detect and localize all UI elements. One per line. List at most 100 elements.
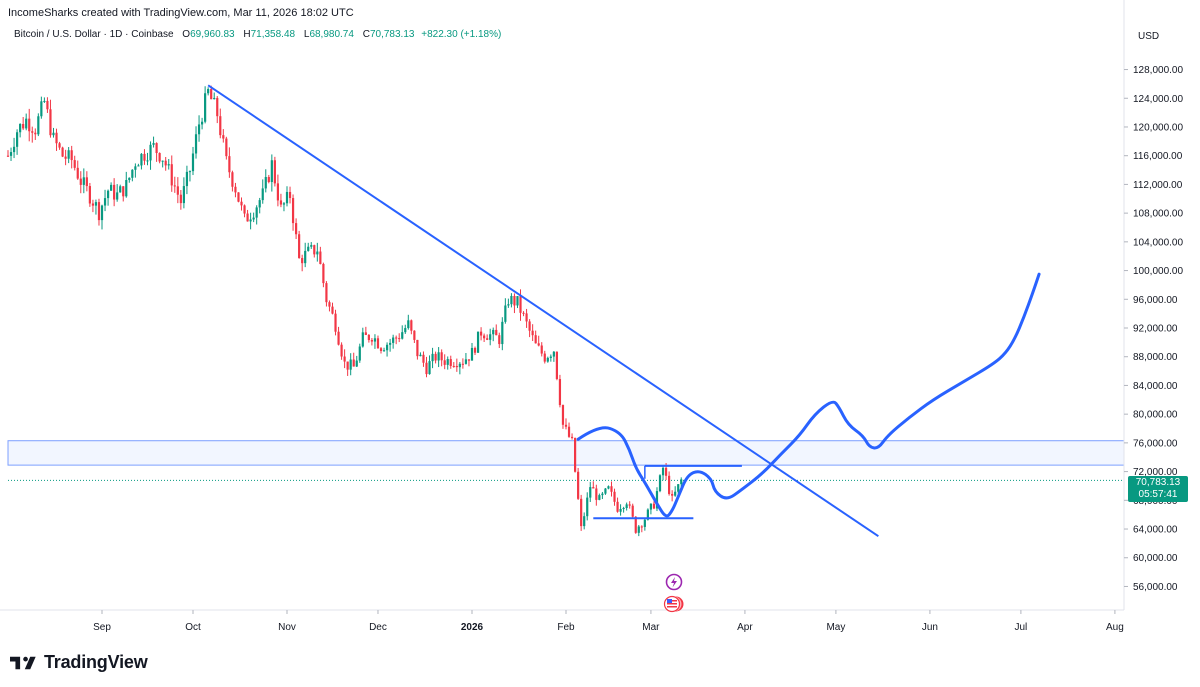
time-tick-label: Oct: [185, 622, 201, 633]
candle: [146, 152, 149, 166]
candle-body: [128, 177, 131, 181]
candle: [458, 361, 461, 375]
candle-body: [282, 203, 286, 205]
candle-body: [76, 167, 79, 179]
candle: [510, 293, 513, 308]
candle-body: [116, 192, 119, 200]
candle: [658, 474, 662, 493]
us-flag-icon[interactable]: [663, 595, 684, 613]
candle: [298, 230, 301, 259]
candle: [461, 358, 464, 369]
currency-label[interactable]: USD: [1138, 31, 1160, 42]
last-price-value: 70,783.13: [1135, 477, 1181, 488]
candle: [243, 204, 246, 218]
candle-body: [589, 487, 592, 498]
candle-body: [279, 200, 283, 205]
symbol-name[interactable]: Bitcoin / U.S. Dollar · 1D · Coinbase: [14, 29, 174, 40]
candle-body: [152, 143, 155, 145]
candle: [613, 488, 616, 506]
candle-body: [213, 97, 216, 100]
candle: [122, 186, 125, 202]
candle-body: [643, 519, 646, 527]
candle: [567, 422, 571, 438]
candle: [470, 342, 474, 361]
candle: [37, 113, 40, 137]
candle: [82, 168, 85, 194]
time-tick-label: Jun: [922, 622, 938, 633]
candle: [270, 154, 273, 192]
candle-body: [564, 424, 568, 427]
candle-body: [680, 479, 683, 485]
candle-body: [392, 337, 395, 343]
candle-body: [310, 245, 313, 247]
candle: [258, 197, 261, 214]
candle-body: [595, 488, 598, 500]
candle: [97, 198, 101, 226]
candle-body: [416, 339, 419, 357]
candle: [528, 319, 531, 338]
candle-body: [164, 160, 167, 166]
tradingview-brand[interactable]: TradingView: [10, 652, 148, 673]
candle-body: [6, 155, 10, 157]
candle-body: [625, 504, 628, 509]
candle: [46, 97, 49, 113]
price-tick-label: 124,000.00: [1133, 94, 1183, 105]
candle: [422, 351, 425, 367]
candle-body: [516, 296, 519, 306]
price-tick-label: 108,000.00: [1133, 209, 1183, 220]
candle-body: [97, 202, 101, 221]
symbol-legend: Bitcoin / U.S. Dollar · 1D · Coinbase O6…: [14, 29, 501, 40]
candle-body: [525, 313, 528, 322]
price-tick-label: 112,000.00: [1133, 180, 1183, 191]
candle: [473, 346, 477, 356]
candle: [228, 147, 231, 178]
candle-body: [501, 321, 504, 345]
price-tick-label: 120,000.00: [1133, 122, 1183, 133]
price-tick-label: 92,000.00: [1133, 324, 1178, 335]
candle-body: [34, 132, 37, 135]
candle: [137, 163, 140, 167]
candle-body: [258, 200, 261, 208]
candle: [534, 330, 537, 344]
candle: [570, 433, 574, 440]
candle: [240, 197, 243, 211]
candle: [489, 328, 492, 346]
candle: [167, 159, 170, 170]
candle: [288, 186, 292, 204]
price-tick-label: 88,000.00: [1133, 352, 1178, 363]
lightning-icon[interactable]: [665, 573, 683, 591]
candle: [79, 171, 82, 194]
candle-body: [85, 177, 88, 187]
candle: [125, 171, 128, 198]
candle-body: [28, 118, 31, 132]
candle: [583, 512, 586, 530]
candle-body: [598, 495, 601, 500]
candle: [625, 502, 628, 511]
candle: [170, 155, 173, 192]
candle: [507, 298, 510, 308]
candle-body: [103, 198, 107, 206]
close-value: 70,783.13: [369, 29, 415, 40]
candle: [225, 136, 228, 160]
time-tick-label: Aug: [1106, 622, 1124, 633]
candle: [452, 362, 455, 368]
candle: [449, 355, 452, 369]
candle-body: [607, 486, 610, 489]
candle-body: [79, 178, 82, 185]
candle-body: [52, 132, 55, 136]
candle: [9, 147, 13, 161]
candle: [246, 209, 249, 222]
time-tick-label: Sep: [93, 622, 111, 633]
candle-body: [243, 205, 246, 214]
candle-body: [94, 202, 98, 206]
candle: [273, 156, 276, 187]
candle: [234, 182, 237, 198]
candle: [328, 300, 331, 312]
candle-body: [668, 475, 671, 494]
candle: [182, 177, 185, 209]
candle-body: [249, 219, 252, 222]
candle: [58, 141, 61, 150]
candle: [561, 404, 565, 429]
candle: [346, 361, 349, 376]
